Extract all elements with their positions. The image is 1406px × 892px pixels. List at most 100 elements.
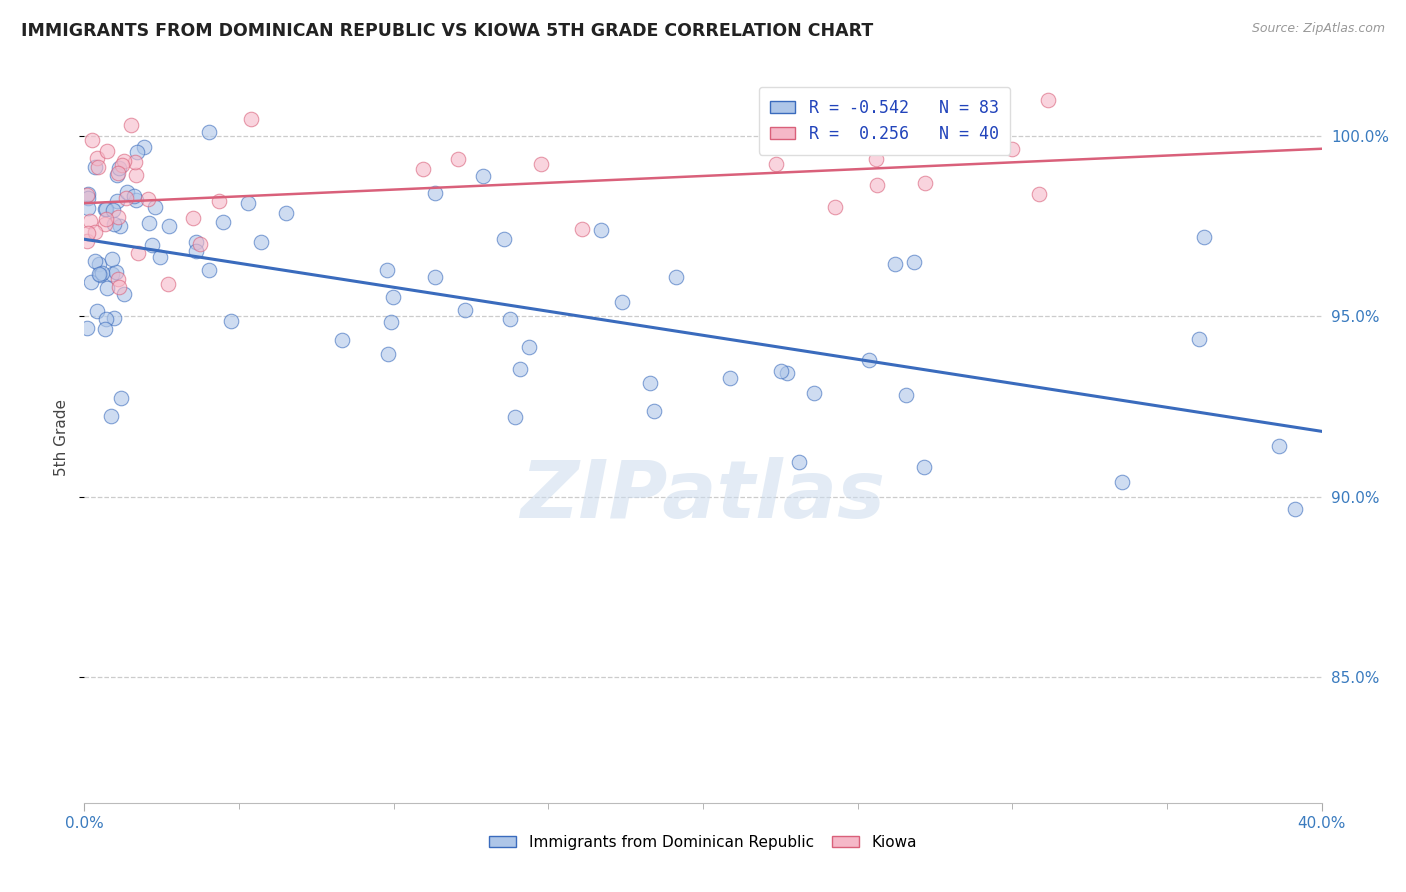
Point bbox=[84, 160, 107, 174]
Point bbox=[824, 200, 846, 214]
Point bbox=[471, 169, 494, 183]
Point bbox=[122, 189, 145, 203]
Point bbox=[377, 347, 399, 361]
Point bbox=[138, 216, 160, 230]
Point bbox=[124, 155, 146, 169]
Point bbox=[1001, 142, 1024, 156]
Point bbox=[665, 270, 688, 285]
Point bbox=[101, 252, 124, 266]
Point bbox=[250, 235, 273, 249]
Point bbox=[454, 302, 477, 317]
Point bbox=[127, 145, 149, 160]
Point bbox=[571, 222, 593, 236]
Point bbox=[114, 191, 136, 205]
Point bbox=[103, 311, 125, 326]
Point bbox=[181, 211, 204, 225]
Point bbox=[100, 409, 122, 423]
Legend: Immigrants from Dominican Republic, Kiowa: Immigrants from Dominican Republic, Kiow… bbox=[481, 827, 925, 857]
Point bbox=[107, 161, 129, 175]
Point bbox=[84, 254, 107, 268]
Point bbox=[589, 223, 612, 237]
Point bbox=[127, 246, 149, 260]
Point bbox=[103, 217, 125, 231]
Point bbox=[83, 225, 105, 239]
Point bbox=[141, 238, 163, 252]
Point bbox=[107, 210, 129, 224]
Point bbox=[188, 236, 211, 251]
Point bbox=[157, 277, 180, 291]
Point bbox=[132, 140, 155, 154]
Point bbox=[101, 268, 124, 282]
Point bbox=[1111, 475, 1133, 490]
Point bbox=[87, 160, 110, 174]
Point bbox=[776, 367, 799, 381]
Point bbox=[509, 362, 531, 376]
Point bbox=[94, 312, 117, 326]
Point bbox=[112, 154, 135, 169]
Point bbox=[197, 263, 219, 277]
Point bbox=[330, 333, 353, 347]
Point bbox=[80, 133, 103, 147]
Text: IMMIGRANTS FROM DOMINICAN REPUBLIC VS KIOWA 5TH GRADE CORRELATION CHART: IMMIGRANTS FROM DOMINICAN REPUBLIC VS KI… bbox=[21, 22, 873, 40]
Point bbox=[184, 244, 207, 258]
Point bbox=[136, 192, 159, 206]
Point bbox=[219, 314, 242, 328]
Point bbox=[86, 151, 108, 165]
Point bbox=[517, 340, 540, 354]
Point bbox=[105, 194, 128, 209]
Point bbox=[96, 145, 118, 159]
Text: ZIPatlas: ZIPatlas bbox=[520, 457, 886, 534]
Point bbox=[110, 219, 132, 234]
Point bbox=[412, 162, 434, 177]
Point bbox=[447, 152, 470, 166]
Point bbox=[120, 119, 142, 133]
Point bbox=[111, 158, 134, 172]
Point bbox=[858, 353, 880, 368]
Point bbox=[236, 195, 259, 210]
Point bbox=[423, 186, 446, 200]
Point bbox=[125, 169, 148, 183]
Point bbox=[1038, 93, 1060, 107]
Point bbox=[94, 202, 117, 217]
Point bbox=[76, 191, 98, 205]
Point bbox=[107, 166, 129, 180]
Point bbox=[765, 157, 787, 171]
Point bbox=[912, 460, 935, 475]
Point bbox=[76, 234, 98, 248]
Point bbox=[104, 265, 127, 279]
Point bbox=[610, 295, 633, 310]
Point bbox=[239, 112, 262, 127]
Point bbox=[94, 217, 117, 231]
Point bbox=[530, 157, 553, 171]
Point bbox=[112, 286, 135, 301]
Point bbox=[90, 267, 112, 281]
Point bbox=[197, 125, 219, 139]
Point bbox=[498, 312, 520, 326]
Point bbox=[107, 279, 129, 293]
Point bbox=[87, 257, 110, 271]
Point bbox=[86, 303, 108, 318]
Point bbox=[276, 206, 298, 220]
Point bbox=[208, 194, 231, 209]
Point bbox=[643, 403, 665, 417]
Point bbox=[769, 364, 792, 378]
Point bbox=[380, 315, 402, 329]
Point bbox=[77, 186, 100, 201]
Point bbox=[492, 232, 515, 246]
Point bbox=[80, 275, 103, 289]
Point bbox=[96, 281, 118, 295]
Point bbox=[89, 268, 111, 282]
Point bbox=[381, 290, 404, 304]
Point bbox=[212, 215, 235, 229]
Point bbox=[110, 391, 132, 405]
Point bbox=[1268, 439, 1291, 453]
Point bbox=[94, 202, 117, 217]
Point bbox=[76, 187, 98, 202]
Point bbox=[803, 385, 825, 400]
Point bbox=[143, 201, 166, 215]
Point bbox=[96, 211, 118, 226]
Point bbox=[503, 409, 526, 424]
Point bbox=[638, 376, 661, 390]
Point bbox=[124, 193, 146, 207]
Point bbox=[107, 271, 129, 285]
